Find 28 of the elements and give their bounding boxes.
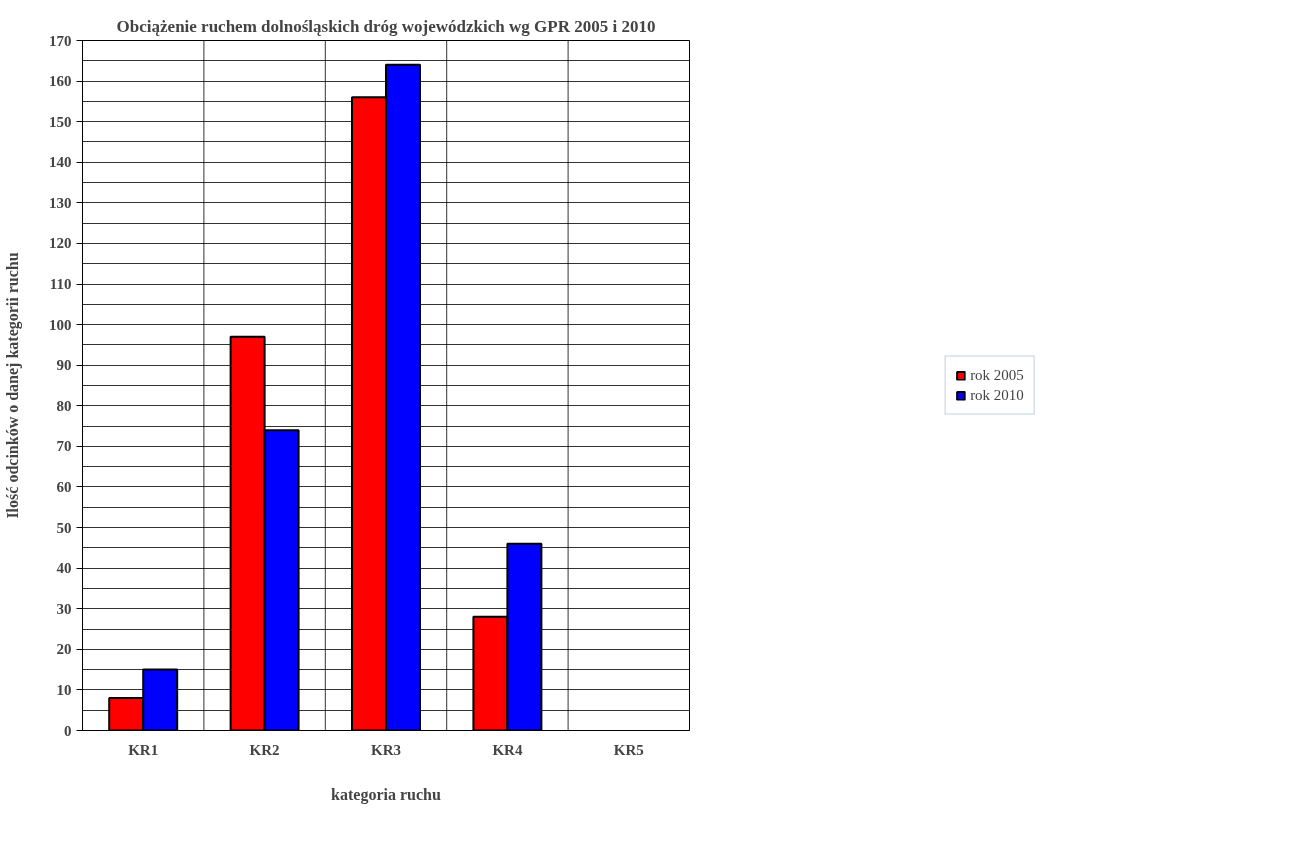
y-tick-label: 110	[49, 276, 72, 293]
y-axis-title: Ilość odcinków o danej kategorii ruchu	[4, 252, 22, 519]
y-tick-label: 170	[49, 32, 72, 49]
y-tick-label: 130	[49, 194, 72, 211]
y-tick-label: 80	[56, 397, 72, 414]
y-tick-label: 0	[64, 722, 72, 739]
y-tick-label: 90	[56, 357, 72, 374]
y-tick-label: 100	[49, 316, 72, 333]
y-tick-label: 20	[56, 641, 72, 658]
y-tick-label: 10	[56, 681, 72, 698]
y-tick-label: 40	[56, 560, 72, 577]
x-axis-title: kategoria ruchu	[331, 785, 441, 804]
y-tick-label: 60	[56, 478, 72, 495]
y-tick-label: 30	[56, 600, 72, 617]
x-tick-label: KR1	[128, 741, 159, 758]
y-tick-label: 120	[49, 235, 72, 252]
y-tick-label: 150	[49, 113, 72, 130]
y-tick-label: 70	[56, 438, 72, 455]
chart-title: Obciążenie ruchem dolnośląskich dróg wojewódzkich wg GPR 2005 i 2010	[116, 16, 656, 36]
legend-label: rok 2005	[970, 366, 1024, 384]
y-tick-label: 50	[56, 519, 72, 536]
x-tick-label: KR5	[613, 741, 644, 758]
x-tick-label: KR2	[249, 741, 280, 758]
y-tick-label: 160	[49, 73, 72, 90]
x-tick-label: KR3	[371, 741, 401, 758]
legend-label: rok 2010	[970, 386, 1024, 404]
y-tick-label: 140	[49, 154, 72, 171]
x-tick-label: KR4	[492, 741, 523, 758]
